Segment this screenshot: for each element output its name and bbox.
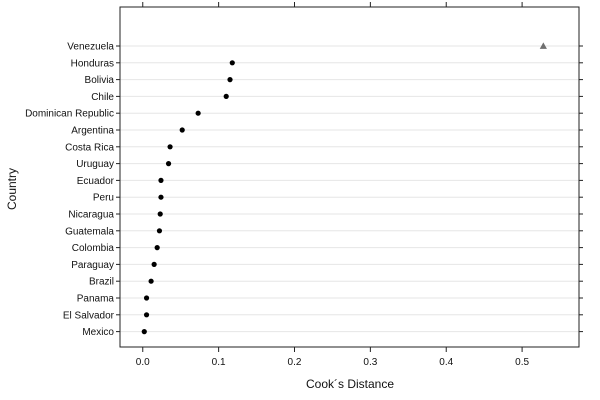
y-tick-label: Mexico: [82, 327, 114, 338]
x-tick-label: 0.4: [439, 357, 453, 368]
data-point: [195, 110, 201, 116]
x-tick-label: 0.2: [288, 357, 302, 368]
data-point: [229, 60, 235, 66]
y-tick-label: Argentina: [71, 126, 114, 137]
y-tick-label: Costa Rica: [65, 142, 114, 153]
data-point: [143, 295, 150, 301]
y-tick-label: Ecuador: [77, 176, 115, 187]
x-tick-label: 0.3: [363, 357, 377, 368]
y-tick-label: Peru: [93, 193, 114, 204]
y-tick-label: Dominican Republic: [25, 109, 114, 120]
data-point: [148, 278, 154, 284]
data-point: [143, 312, 150, 318]
y-tick-label: Brazil: [89, 277, 114, 288]
data-point: [154, 245, 160, 251]
data-point: [179, 127, 185, 133]
tick-labels: Venezuela Honduras Bolivia Chile Dominican R…: [25, 42, 529, 369]
data-point: [165, 161, 172, 167]
data-point: [156, 228, 163, 234]
y-tick-label: Guatemala: [65, 226, 114, 237]
data-point: [158, 177, 164, 183]
y-tick-label: Honduras: [71, 58, 114, 69]
x-tick-label: 0.1: [212, 357, 226, 368]
data-point: [167, 144, 173, 150]
y-tick-label: El Salvador: [63, 310, 115, 321]
data-point: [151, 261, 157, 267]
y-tick-label: Nicaragua: [68, 210, 114, 221]
data-point: [223, 93, 229, 99]
data-point: [141, 329, 147, 335]
y-axis-title: Country: [5, 168, 19, 210]
y-tick-label: Paraguay: [71, 260, 114, 271]
data-point-triangle: [539, 42, 547, 49]
data-point: [227, 77, 233, 83]
x-tick-label: 0.5: [515, 357, 529, 368]
axis-ticks: [116, 2, 583, 352]
y-tick-label: Colombia: [72, 243, 115, 254]
grid-lines: [120, 45, 579, 333]
data-point: [158, 194, 164, 200]
data-point: [157, 211, 163, 217]
y-tick-label: Bolivia: [85, 75, 115, 86]
y-tick-label: Uruguay: [76, 159, 114, 170]
y-tick-label: Panama: [77, 294, 115, 305]
y-tick-label: Venezuela: [67, 42, 114, 53]
x-axis-title: Cook´s Distance: [306, 377, 394, 391]
plot-frame: [119, 6, 580, 348]
x-tick-label: 0.0: [136, 357, 150, 368]
data-points: [141, 42, 547, 335]
y-tick-label: Chile: [91, 92, 114, 103]
